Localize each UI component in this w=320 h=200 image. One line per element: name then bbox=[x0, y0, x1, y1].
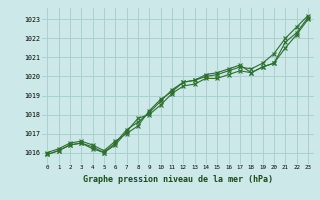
X-axis label: Graphe pression niveau de la mer (hPa): Graphe pression niveau de la mer (hPa) bbox=[83, 175, 273, 184]
